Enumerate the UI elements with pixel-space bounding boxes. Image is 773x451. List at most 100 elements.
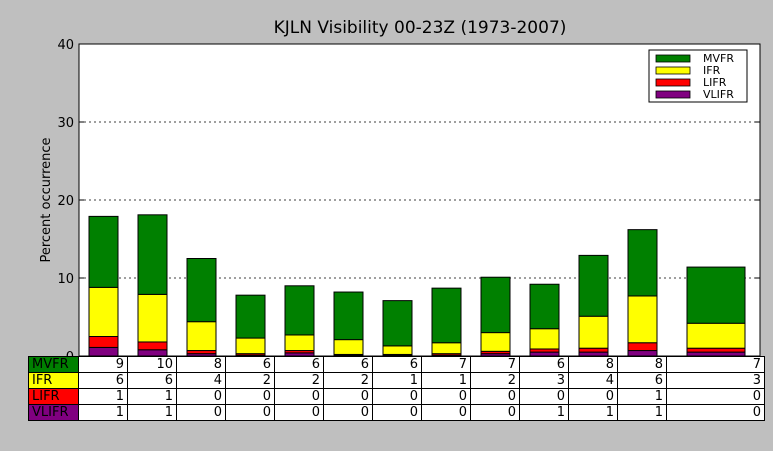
legend-swatch (655, 78, 691, 87)
table-cell: 7 (666, 356, 765, 373)
table-cell: 8 (617, 356, 667, 373)
table-cell: 6 (274, 356, 324, 373)
chart-title: KJLN Visibility 00-23Z (1973-2007) (274, 18, 567, 38)
table-cell: 7 (470, 356, 520, 373)
table-cell: 0 (176, 388, 226, 405)
table-cell: 3 (519, 372, 569, 389)
table-row-label: LIFR (28, 388, 79, 405)
y-tick-label: 20 (57, 194, 74, 209)
bar-mvfr-jan (88, 215, 119, 288)
bar-ifr-jun (333, 339, 364, 355)
bar-mvfr-apr (235, 294, 266, 339)
table-cell: 0 (519, 388, 569, 405)
y-axis-label: Percent occurrence (39, 137, 54, 262)
table-cell: 1 (127, 404, 177, 421)
table-cell: 0 (666, 388, 765, 405)
table-cell: 0 (225, 388, 275, 405)
legend-swatch (655, 90, 691, 99)
bar-ifr-annual (686, 322, 746, 349)
table-cell: 2 (323, 372, 373, 389)
bar-mvfr-dec (627, 229, 658, 297)
table-row: VLIFR 1 1 0 0 0 0 0 0 0 1 1 1 0 (28, 404, 765, 421)
table-cell: 4 (568, 372, 618, 389)
data-table: MVFR 9 10 8 6 6 6 6 7 7 6 8 8 7 IFR 6 6 4 2 2 2 1 1 2 3 4 6 3 LIFR 1 1… (28, 356, 765, 421)
bar-ifr-may (284, 334, 315, 352)
table-row: IFR 6 6 4 2 2 2 1 1 2 3 4 6 3 (28, 372, 765, 389)
table-cell: 0 (470, 404, 520, 421)
legend-label: LIFR (703, 76, 727, 89)
table-cell: 6 (225, 356, 275, 373)
table-cell: 1 (78, 404, 128, 421)
table-cell: 7 (421, 356, 471, 373)
bar-lifr-jan (88, 336, 119, 348)
bar-mvfr-jun (333, 291, 364, 341)
gridlines (79, 121, 760, 279)
table-cell: 0 (176, 404, 226, 421)
table-cell: 1 (421, 372, 471, 389)
legend-swatch (655, 54, 691, 63)
bar-ifr-nov (578, 315, 609, 349)
table-cell: 1 (519, 404, 569, 421)
table-cell: 0 (323, 388, 373, 405)
legend-label: IFR (703, 64, 721, 77)
table-cell: 1 (78, 388, 128, 405)
bar-mvfr-oct (529, 283, 560, 330)
table-cell: 0 (225, 404, 275, 421)
table-cell: 6 (617, 372, 667, 389)
table-cell: 1 (617, 388, 667, 405)
bar-mvfr-feb (137, 214, 168, 295)
table-cell: 0 (666, 404, 765, 421)
table-cell: 0 (274, 404, 324, 421)
table-cell: 9 (78, 356, 128, 373)
table-cell: 1 (568, 404, 618, 421)
table-cell: 0 (323, 404, 373, 421)
table-cell: 2 (225, 372, 275, 389)
table-cell: 0 (421, 388, 471, 405)
legend-label: VLIFR (703, 88, 734, 101)
y-tick-label: 10 (57, 272, 74, 287)
bar-ifr-mar (186, 321, 217, 352)
table-row-label: VLIFR (28, 404, 79, 421)
table-row-label: IFR (28, 372, 79, 389)
bar-mvfr-mar (186, 258, 217, 323)
bar-mvfr-annual (686, 266, 746, 324)
table-cell: 0 (421, 404, 471, 421)
y-tick-label: 40 (57, 38, 74, 53)
table-row-label: MVFR (28, 356, 79, 373)
table-cell: 3 (666, 372, 765, 389)
bar-mvfr-sep (480, 276, 511, 334)
table-cell: 1 (127, 388, 177, 405)
bar-ifr-sep (480, 332, 511, 352)
bar-ifr-aug (431, 342, 462, 355)
bar-ifr-oct (529, 328, 560, 350)
bar-ifr-jul (382, 345, 413, 355)
bar-lifr-feb (137, 341, 168, 351)
bar-ifr-feb (137, 293, 168, 343)
table-cell: 0 (470, 388, 520, 405)
table-cell: 2 (470, 372, 520, 389)
table-cell: 6 (519, 356, 569, 373)
bar-mvfr-nov (578, 254, 609, 317)
table-cell: 6 (372, 356, 422, 373)
bar-vlifr-jan (88, 346, 119, 357)
table-cell: 10 (127, 356, 177, 373)
table-cell: 0 (274, 388, 324, 405)
bar-lifr-dec (627, 342, 658, 352)
table-cell: 8 (176, 356, 226, 373)
table-row: LIFR 1 1 0 0 0 0 0 0 0 0 0 1 0 (28, 388, 765, 405)
bar-mvfr-may (284, 285, 315, 336)
table-cell: 4 (176, 372, 226, 389)
table-cell: 2 (274, 372, 324, 389)
table-cell: 1 (617, 404, 667, 421)
table-cell: 6 (78, 372, 128, 389)
bar-ifr-jan (88, 286, 119, 337)
legend-label: MVFR (703, 52, 734, 65)
table-cell: 0 (568, 388, 618, 405)
table-cell: 6 (323, 356, 373, 373)
table-row: MVFR 9 10 8 6 6 6 6 7 7 6 8 8 7 (28, 356, 765, 373)
legend-swatch (655, 66, 691, 75)
y-tick-label: 30 (57, 116, 74, 131)
bar-ifr-apr (235, 337, 266, 355)
table-cell: 1 (372, 372, 422, 389)
